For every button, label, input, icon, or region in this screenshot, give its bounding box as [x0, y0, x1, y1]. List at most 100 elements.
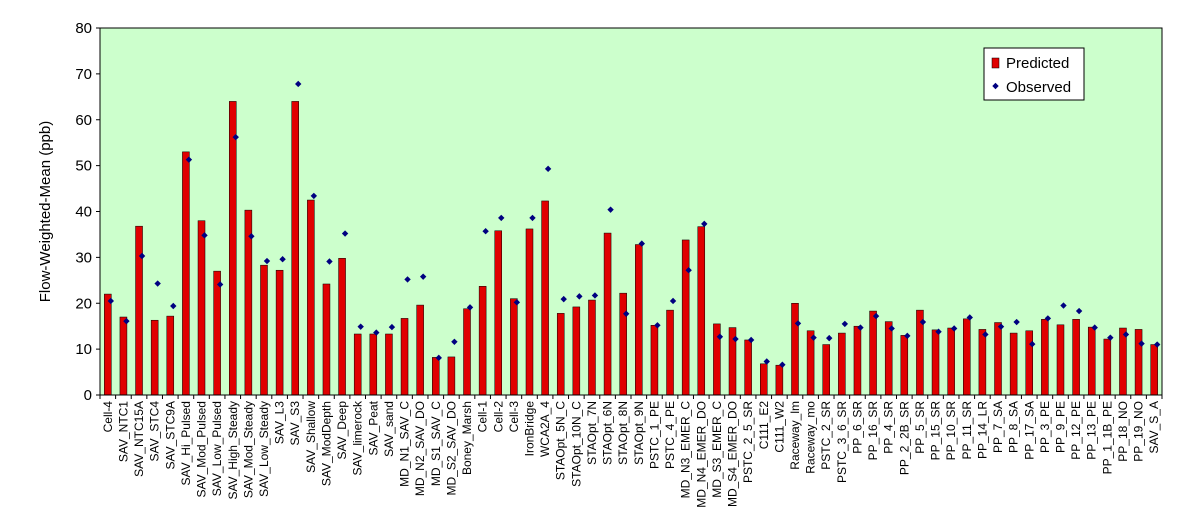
- x-tick-label: Cell-4: [101, 401, 115, 433]
- marker-sav-mod-pulsed: [201, 232, 208, 239]
- bar-sav-low-pulsed: [213, 270, 221, 396]
- x-tick-label: PSTC_4_PE: [663, 401, 677, 469]
- bar-pp-19-no: [1134, 329, 1143, 396]
- x-tick-label: Boney_Marsh: [460, 401, 474, 475]
- x-tick-label: MD_N1_SAV_C: [398, 401, 412, 487]
- x-tick-label: PP_18_NO: [1116, 401, 1130, 462]
- x-tick-label: PP_11_SR: [960, 401, 974, 460]
- bar-sav-stc9a: [166, 315, 175, 396]
- x-tick-label: SAV_NTC15A: [132, 401, 146, 477]
- marker-pp-8-sa: [1013, 318, 1020, 326]
- x-tick-label: SAV_Low_Pulsed: [210, 401, 224, 496]
- x-tick-label: Cell-2: [491, 401, 505, 433]
- bar-staopt-8n: [619, 292, 627, 396]
- marker-sav-s-a: [1153, 341, 1161, 348]
- bar-pstc-4-pe: [666, 309, 674, 396]
- marker-md-n1-sav-c: [404, 276, 411, 283]
- y-tick-label: 40: [75, 204, 92, 221]
- x-tick-label: PP_13_PE: [1085, 401, 1099, 460]
- marker-pp-5-sr: [919, 318, 927, 326]
- bar-pp-10-sr: [947, 327, 955, 396]
- marker-c111-w2: [779, 361, 786, 368]
- x-tick-label: PSTC_3_6_SR: [835, 401, 849, 483]
- bar-sav-sand: [385, 333, 393, 396]
- y-tick-label: 30: [75, 249, 92, 266]
- marker-md-n3-emer-c: [685, 267, 692, 274]
- x-tick-label: SAV_S3: [288, 401, 302, 446]
- x-tick-label: SAV_STC9A: [163, 401, 177, 469]
- marker-md-s3-emer-c: [716, 333, 724, 340]
- x-tick-label: PP_16_SR: [866, 401, 880, 461]
- legend-predicted-label: Predicted: [1006, 55, 1069, 72]
- marker-pp-16-sr: [872, 312, 880, 320]
- x-tick-label: PP_3_PE: [1038, 401, 1052, 453]
- bar-sav-hi-pulsed: [182, 151, 190, 396]
- bar-pp-13-pe: [1087, 326, 1096, 396]
- marker-md-s2-sav-do: [451, 338, 458, 345]
- bar-staopt-7n: [588, 299, 596, 396]
- x-tick-label: PP_10_SR: [944, 401, 958, 461]
- bar-sav-deep: [338, 258, 346, 396]
- x-tick-label: PSTC_2_5_SR: [741, 401, 755, 483]
- bar-staopt-5n-c: [556, 313, 565, 396]
- bar-pp-6-sr: [853, 325, 862, 396]
- marker-staopt-7n: [591, 292, 599, 299]
- marker-pp-1-1b-pe: [1107, 334, 1114, 341]
- x-tick-label: PP_9_PE: [1053, 401, 1067, 453]
- marker-pp-3-pe: [1044, 315, 1052, 322]
- bar-pp-4-sr: [884, 321, 893, 396]
- y-tick-label: 50: [75, 158, 92, 175]
- marker-pp-13-pe: [1091, 324, 1098, 331]
- marker-sav-mod-steady: [248, 233, 255, 240]
- x-tick-label: Raceway_mo: [804, 401, 818, 474]
- x-tick-label: SAV_Mod_Pulsed: [195, 401, 209, 498]
- bar-pp-9-pe: [1056, 324, 1065, 396]
- marker-md-n4-emer-do: [701, 220, 708, 228]
- x-tick-label: PP_12_PE: [1069, 401, 1083, 460]
- bar-raceway-lm: [791, 303, 799, 396]
- marker-staopt-10n-c: [576, 293, 583, 300]
- bar-sav-low-steady: [260, 264, 268, 396]
- marker-sav-hi-pulsed: [185, 156, 193, 163]
- x-tick-label: PP_1_1B_PE: [1100, 401, 1114, 474]
- x-tick-label: Raceway_lm: [788, 401, 802, 470]
- bar-md-n1-sav-c: [400, 318, 409, 396]
- bar-raceway-mo: [806, 330, 815, 396]
- marker-sav-peat: [373, 329, 380, 336]
- bar-sav-stc4: [150, 319, 159, 396]
- bar-cell-1: [478, 286, 487, 396]
- x-axis-ticks: Cell-4 SAV_NTC1 SAV_NTC15A SAV_STC4 SAV_STC9…: [99, 395, 1163, 508]
- y-tick-label: 0: [84, 387, 92, 404]
- marker-wca2a-4: [544, 165, 552, 173]
- x-tick-label: MD_S1_SAV_C: [429, 401, 443, 486]
- bar-staopt-9n: [635, 244, 643, 396]
- marker-md-s1-sav-c: [435, 354, 442, 362]
- x-tick-label: MD_S2_SAV_DO: [444, 401, 458, 495]
- bar-c111-w2: [775, 364, 784, 396]
- x-tick-label: SAV_Shallow: [304, 401, 318, 473]
- marker-sav-deep: [341, 230, 349, 237]
- x-tick-label: WCA2A_4: [538, 401, 552, 457]
- x-tick-label: MD_S4_EMER_DO: [726, 401, 740, 507]
- marker-pp-14-lr: [982, 331, 989, 338]
- x-tick-label: SAV_High_Steady: [226, 401, 240, 500]
- marker-sav-low-steady: [263, 257, 271, 265]
- bar-pp-14-lr: [978, 329, 987, 396]
- x-tick-label: SAV_sand: [382, 401, 396, 457]
- marker-staopt-6n: [607, 206, 614, 213]
- x-tick-label: PP_6_SR: [850, 401, 864, 454]
- bar-md-n4-emer-do: [697, 226, 706, 396]
- marker-cell-1: [482, 228, 489, 235]
- marker-sav-limerock: [357, 323, 364, 330]
- bar-staopt-6n: [603, 232, 612, 396]
- x-tick-label: PP_17_SA: [1022, 401, 1036, 460]
- marker-sav-shallow: [310, 192, 318, 200]
- bar-sav-shallow: [307, 199, 315, 396]
- marker-sav-sand: [388, 323, 396, 331]
- marker-pstc-2-5-sr: [747, 336, 755, 344]
- x-tick-label: PP_14_LR: [975, 401, 989, 459]
- marker-md-n2-sav-do: [419, 273, 427, 280]
- x-tick-label: SAV_Peat: [366, 400, 380, 455]
- bar-ironbridge: [525, 228, 534, 396]
